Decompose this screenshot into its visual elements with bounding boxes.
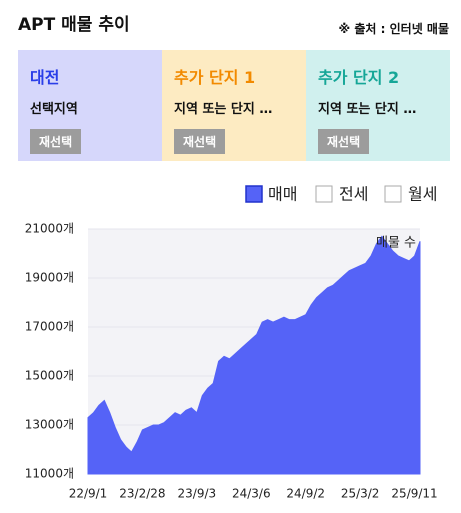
panel[interactable]: 대전 선택지역 재선택 (18, 50, 162, 161)
panel-title: 추가 단지 2 (318, 68, 400, 87)
annotation: 매물 수 (376, 236, 416, 251)
y-tick-label: 21000개 (25, 222, 74, 236)
panel-subtitle: 지역 또는 단지 … (174, 102, 273, 117)
panel-title: 추가 단지 1 (174, 68, 256, 87)
panel[interactable]: 추가 단지 1 지역 또는 단지 … 재선택 (162, 50, 306, 161)
x-tick-label: 22/9/1 (69, 487, 108, 501)
x-tick-label: 23/9/3 (178, 487, 217, 501)
x-tick-label: 25/3/2 (341, 487, 380, 501)
y-tick-label: 11000개 (25, 467, 74, 481)
y-tick-label: 15000개 (25, 369, 74, 383)
x-tick-label: 23/2/28 (119, 487, 165, 501)
legend-checkbox[interactable] (384, 185, 402, 203)
page-title: APT 매물 추이 (18, 15, 130, 35)
y-tick-label: 17000개 (25, 320, 74, 334)
panel-subtitle: 지역 또는 단지 … (318, 102, 417, 117)
y-tick-label: 19000개 (25, 271, 74, 285)
y-tick-label: 13000개 (25, 418, 74, 432)
area (87, 235, 421, 475)
legend-label: 전세 (339, 185, 368, 204)
legend-label: 매매 (268, 185, 297, 204)
legend-label: 월세 (408, 185, 437, 204)
reselect-button[interactable]: 재선택 (30, 129, 82, 154)
panel-subtitle: 선택지역 (30, 102, 78, 117)
reselect-button[interactable]: 재선택 (318, 129, 370, 154)
reselect-button[interactable]: 재선택 (174, 129, 226, 154)
x-tick-label: 24/3/6 (232, 487, 271, 501)
x-tick-label: 25/9/11 (391, 487, 437, 501)
panel[interactable]: 추가 단지 2 지역 또는 단지 … 재선택 (306, 50, 450, 161)
source-note: ※ 출처 : 인터넷 매물 (338, 22, 449, 36)
legend-checkbox[interactable] (245, 185, 263, 203)
legend-checkbox[interactable] (315, 185, 333, 203)
panel-title: 대전 (30, 68, 60, 87)
x-tick-label: 24/9/2 (286, 487, 325, 501)
